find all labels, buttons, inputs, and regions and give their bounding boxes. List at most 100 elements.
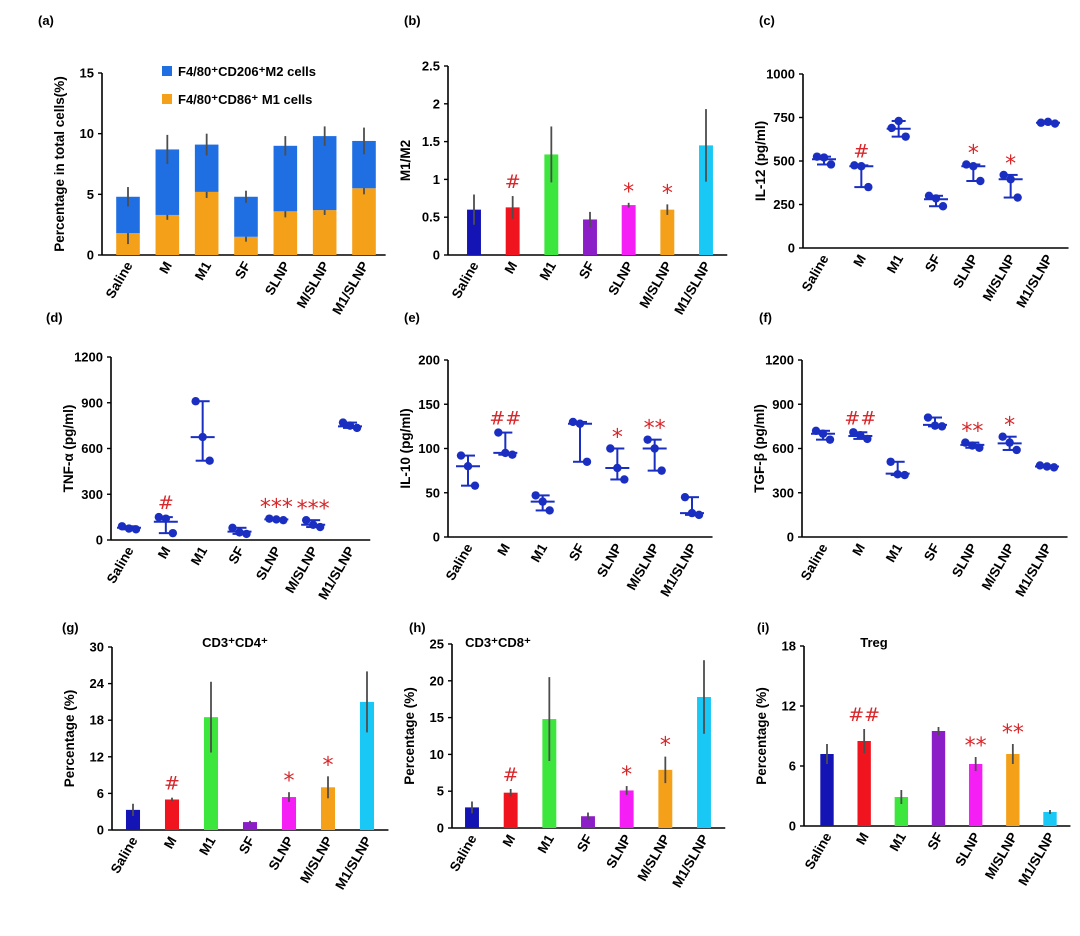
y-tick-label: 25 <box>430 637 444 652</box>
axes: 0 300 600 900 1200 TNF-α (pg/ml) Saline M M1 SF SL… <box>61 350 371 602</box>
x-tick-label: SLNP <box>603 832 634 871</box>
x-tick-label: Saline <box>104 544 137 586</box>
x-tick-label: M/SLNP <box>634 832 672 884</box>
data-point <box>568 417 578 427</box>
y-tick-label: 900 <box>772 397 794 412</box>
y-axis-title: M1/M2 <box>398 140 413 181</box>
data-point <box>494 428 503 437</box>
bar <box>621 205 636 255</box>
data-point <box>687 508 697 518</box>
significance-marker: ** <box>961 420 983 445</box>
data-marks <box>116 126 376 255</box>
data-point <box>893 470 902 479</box>
panel-label: (c) <box>759 13 775 28</box>
y-tick-label: 30 <box>90 640 104 655</box>
y-tick-label: 15 <box>430 710 444 725</box>
data-point <box>575 419 585 428</box>
x-tick-label: SLNP <box>594 541 625 580</box>
y-tick-label: 0 <box>433 248 440 263</box>
bar <box>697 696 711 828</box>
x-tick-label: M1 <box>887 830 910 854</box>
y-tick-label: 150 <box>418 397 440 412</box>
y-tick-label: 20 <box>430 673 444 688</box>
data-point <box>545 506 554 515</box>
data-point <box>508 450 517 459</box>
y-axis-title: IL-10 (pg/ml) <box>398 408 413 488</box>
data-point <box>470 481 480 490</box>
x-tick-label: M1/SLNP <box>329 259 371 317</box>
y-tick-label: 1 <box>433 172 440 187</box>
data-point <box>538 497 547 506</box>
significance-marker: *** <box>297 497 330 522</box>
data-marks: ##*** <box>456 408 704 520</box>
data-point <box>1035 461 1045 470</box>
x-tick-label: M1 <box>528 541 551 565</box>
x-tick-label: SLNP <box>949 541 980 580</box>
bar-segment <box>194 191 219 255</box>
x-tick-label: M1/SLNP <box>669 832 711 890</box>
y-tick-label: 0 <box>87 248 94 263</box>
significance-marker: * <box>660 734 671 759</box>
y-tick-label: 6 <box>97 786 104 801</box>
y-tick-label: 1200 <box>765 353 794 368</box>
y-tick-label: 300 <box>81 487 103 502</box>
panel-label: (i) <box>757 620 769 635</box>
y-tick-label: 0 <box>788 241 795 256</box>
x-tick-label: Saline <box>798 541 831 583</box>
data-point <box>531 491 540 500</box>
data-point <box>1049 463 1059 472</box>
x-tick-label: M <box>500 832 519 849</box>
significance-marker: ## <box>489 408 521 430</box>
y-tick-label: 12 <box>90 749 104 764</box>
y-axis-title: Percentage (%) <box>62 690 77 788</box>
bar-segment <box>273 211 298 255</box>
y-tick-label: 1.5 <box>422 134 440 149</box>
data-point <box>205 456 214 465</box>
y-tick-label: 750 <box>773 110 795 125</box>
significance-marker: * <box>323 753 334 778</box>
x-tick-label: M/SLNP <box>979 541 1017 593</box>
panel-label: (b) <box>404 13 421 28</box>
x-tick-label: Saline <box>108 834 141 876</box>
data-point <box>582 457 592 466</box>
chart-panel-e: (e) 0 50 100 150 200 IL-10 (pg/ml) Saline M M1 SF S… <box>398 310 713 599</box>
x-tick-label: M/SLNP <box>636 259 674 311</box>
data-point <box>308 520 318 529</box>
data-point <box>825 435 835 444</box>
data-marks: ## ** ** <box>820 704 1057 826</box>
chart-title: CD3⁺CD8⁺ <box>465 635 531 650</box>
data-point <box>1013 193 1022 202</box>
data-point <box>1012 445 1021 455</box>
data-point <box>191 397 200 406</box>
x-tick-label: M/SLNP <box>982 830 1020 882</box>
x-tick-label: SLNP <box>253 544 284 583</box>
data-point <box>812 152 822 161</box>
data-point <box>643 435 652 444</box>
x-tick-label: M <box>849 541 868 558</box>
x-tick-label: M/SLNP <box>282 544 320 596</box>
y-tick-label: 100 <box>418 441 440 456</box>
data-point <box>657 466 666 475</box>
y-tick-label: 300 <box>772 485 794 500</box>
x-tick-label: SF <box>225 544 247 566</box>
significance-marker: ## <box>844 407 876 429</box>
significance-marker: ** <box>644 417 666 442</box>
y-tick-label: 900 <box>81 395 103 410</box>
bar-segment <box>312 136 337 211</box>
bar <box>467 209 481 255</box>
x-tick-label: M <box>502 259 521 276</box>
data-point <box>886 457 895 466</box>
bar-segment <box>234 236 258 255</box>
data-point <box>887 123 896 133</box>
bar <box>320 787 336 830</box>
data-point <box>850 161 859 170</box>
y-tick-label: 10 <box>430 747 444 762</box>
data-point <box>338 418 348 427</box>
bar-segment <box>352 188 376 255</box>
x-tick-label: M1 <box>537 259 560 283</box>
bar <box>583 219 597 255</box>
y-tick-label: 15 <box>80 66 94 81</box>
x-tick-label: SF <box>922 252 944 274</box>
bar <box>242 822 258 830</box>
data-point <box>894 116 903 126</box>
